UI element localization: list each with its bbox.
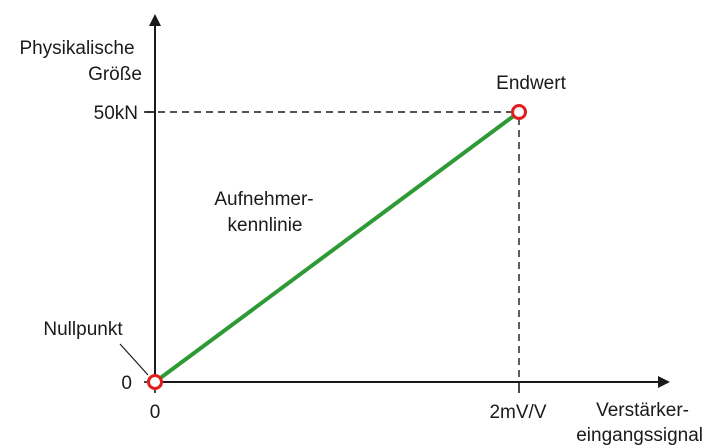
zero-point-label: Nullpunkt — [43, 319, 123, 340]
characteristic-line — [153, 110, 521, 384]
curve-label-line1: Aufnehmer- — [214, 189, 313, 210]
x-axis-label-line1: Verstärker- — [596, 400, 689, 421]
y-tick-label-max: 50kN — [94, 103, 138, 124]
x-tick-label-max: 2mV/V — [489, 402, 546, 423]
end-point-marker — [511, 104, 527, 120]
zero-point-leader — [119, 343, 149, 376]
y-axis-label-line2: Größe — [88, 64, 142, 85]
x-tick-label-zero: 0 — [150, 402, 161, 423]
zero-point-marker — [147, 374, 163, 390]
x-axis-label-line2: eingangssignal — [576, 425, 703, 446]
y-tick-label-zero: 0 — [121, 373, 132, 394]
curve-label-line2: kennlinie — [228, 215, 303, 236]
y-axis-label-line1: Physikalische — [19, 38, 134, 59]
end-point-label: Endwert — [496, 73, 566, 94]
